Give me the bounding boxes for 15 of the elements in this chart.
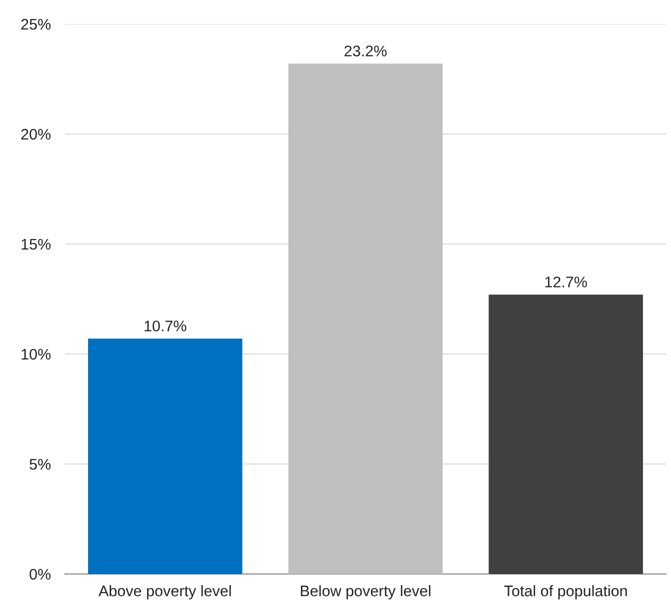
bar	[288, 64, 443, 574]
data-label: 23.2%	[344, 46, 387, 56]
y-tick-label: 15%	[22, 238, 51, 250]
y-tick-label: 10%	[22, 348, 51, 360]
x-tick-label: Below poverty level	[300, 585, 430, 600]
y-tick-label: 20%	[21, 128, 51, 140]
data-label: 10.7%	[144, 320, 186, 332]
y-tick-label: 25%	[21, 18, 51, 30]
data-label: 12.7%	[545, 276, 587, 288]
x-tick-label: Above poverty level	[98, 585, 231, 600]
x-tick-label: Total of population	[504, 585, 627, 600]
y-tick-label: 5%	[30, 458, 51, 470]
bar	[488, 294, 643, 574]
bar	[88, 338, 242, 574]
y-tick-label: 0%	[30, 568, 51, 580]
